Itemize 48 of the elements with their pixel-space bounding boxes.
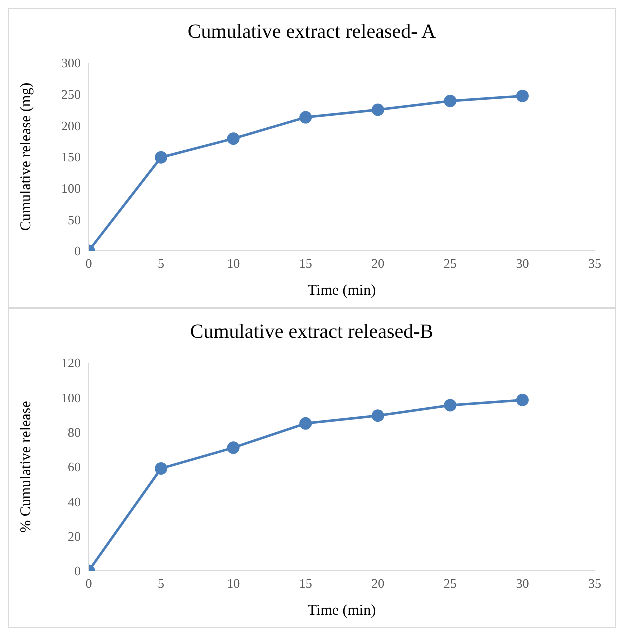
point [227,132,240,146]
x-tick-label: 15 [299,256,312,272]
x-tick-label: 0 [86,576,92,592]
x-tick-label: 5 [158,256,165,272]
x-axis-title: Time (min) [308,283,376,299]
y-tick-label: 250 [62,86,81,102]
x-tick-label: 30 [516,576,530,592]
point [444,399,457,412]
y-axis-title: Cumulative release (mg) [18,82,34,232]
x-tick-label: 25 [444,576,457,592]
y-tick-label: 120 [62,356,81,371]
y-tick-label: 40 [68,494,81,510]
x-tick-label: 35 [588,576,602,592]
x-tick-label: 10 [227,256,240,272]
y-tick-label: 50 [68,212,81,228]
y-tick-label: 20 [68,528,81,544]
point [155,151,168,164]
x-axis-title: Time (min) [308,603,376,619]
x-tick-label: 20 [372,576,385,592]
point [372,410,384,422]
y-axis-title: % Cumulative release [18,400,34,533]
point [516,394,529,407]
point [444,94,457,108]
chart-title: Cumulative extract released- A [186,20,438,45]
x-tick-label: 10 [227,576,240,592]
x-tick-label: 0 [86,256,92,272]
x-tick-label: 15 [299,576,312,592]
y-tick-label: 150 [62,150,81,165]
point [300,111,312,124]
point [372,104,384,116]
y-tick-label: 200 [62,118,81,134]
chart-title: Cumulative extract released-B [189,320,435,345]
y-tick-label: 0 [74,564,81,579]
x-tick-label: 5 [158,576,165,592]
y-tick-label: 60 [68,460,81,475]
point [516,90,529,102]
point [155,462,168,475]
y-tick-label: 0 [74,244,81,259]
point [300,417,312,430]
x-tick-label: 35 [588,256,602,272]
y-tick-label: 100 [62,180,81,196]
y-tick-label: 300 [62,56,81,71]
y-tick-label: 80 [68,424,81,440]
x-tick-label: 25 [444,256,457,272]
point [227,442,240,454]
y-tick-label: 100 [62,390,81,406]
x-tick-label: 30 [516,256,530,272]
x-tick-label: 20 [372,256,385,272]
